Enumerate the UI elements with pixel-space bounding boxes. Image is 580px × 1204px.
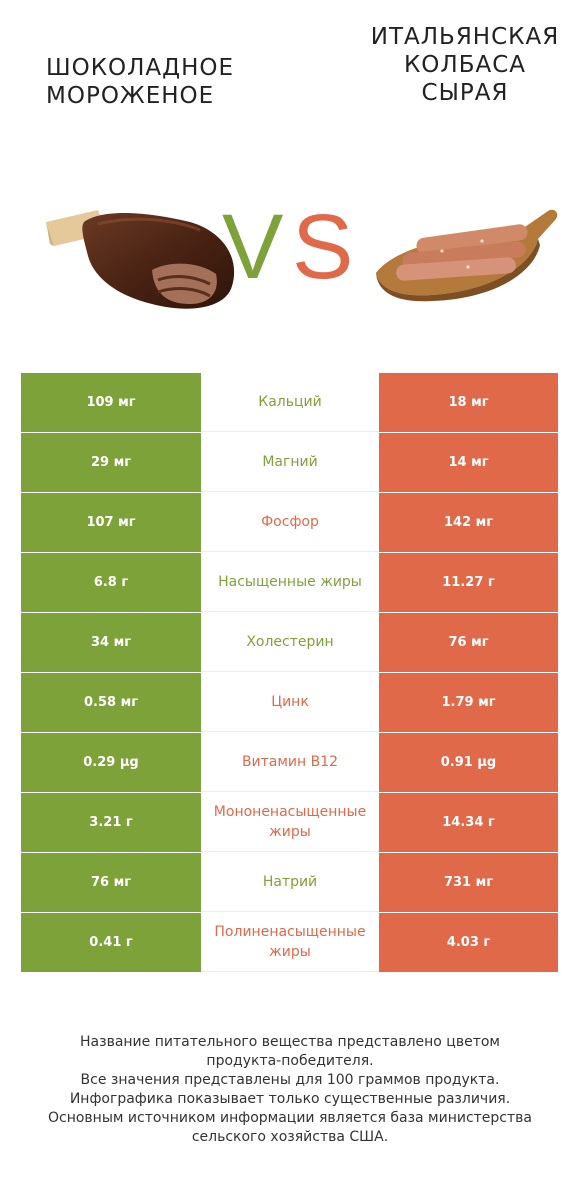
- left-value-cell: 109 мг: [21, 373, 201, 432]
- comparison-table: 109 мг Кальций 18 мг 29 мг Магний 14 мг 107 мг…: [21, 373, 558, 973]
- left-value-cell: 0.58 мг: [21, 673, 201, 732]
- footer-line: сельского хозяйства США.: [191, 1129, 389, 1145]
- table-row: 6.8 г Насыщенные жиры 11.27 г: [21, 553, 558, 613]
- nutrient-label-cell: Холестерин: [201, 613, 379, 672]
- right-value-cell: 142 мг: [379, 493, 558, 552]
- vs-letter-s: S: [292, 196, 353, 292]
- table-row: 0.29 µg Витамин B12 0.91 µg: [21, 733, 558, 793]
- nutrient-label-cell: Витамин B12: [201, 733, 379, 792]
- table-row: 107 мг Фосфор 142 мг: [21, 493, 558, 553]
- vs-letter-v: V: [222, 196, 283, 292]
- left-value-cell: 6.8 г: [21, 553, 201, 612]
- right-value-cell: 14.34 г: [379, 793, 558, 852]
- left-value-cell: 107 мг: [21, 493, 201, 552]
- left-value-cell: 0.41 г: [21, 913, 201, 972]
- nutrient-label-cell: Фосфор: [201, 493, 379, 552]
- right-value-cell: 76 мг: [379, 613, 558, 672]
- nutrient-label: Натрий: [262, 874, 318, 890]
- right-value-cell: 731 мг: [379, 853, 558, 912]
- nutrient-label: Полиненасыщенные жиры: [214, 924, 366, 960]
- nutrient-label: Магний: [262, 454, 318, 470]
- nutrient-label: Витамин B12: [241, 754, 339, 770]
- italian-sausage-image: [376, 209, 558, 302]
- nutrient-label: Мононенасыщенные жиры: [213, 804, 367, 840]
- left-value-cell: 0.29 µg: [21, 733, 201, 792]
- left-value-cell: 29 мг: [21, 433, 201, 492]
- nutrient-label-cell: Натрий: [201, 853, 379, 912]
- right-value-cell: 18 мг: [379, 373, 558, 432]
- nutrient-label: Фосфор: [261, 514, 319, 530]
- chocolate-ice-cream-image: [46, 210, 235, 309]
- table-row: 76 мг Натрий 731 мг: [21, 853, 558, 913]
- table-row: 0.58 мг Цинк 1.79 мг: [21, 673, 558, 733]
- vs-badge: V S: [222, 196, 353, 292]
- product-title-left: ШОКОЛАДНОЕ МОРОЖЕНОЕ: [46, 55, 235, 109]
- right-value-cell: 1.79 мг: [379, 673, 558, 732]
- right-value-cell: 4.03 г: [379, 913, 558, 972]
- nutrient-label-cell: Магний: [201, 433, 379, 492]
- table-row: 109 мг Кальций 18 мг: [21, 373, 558, 433]
- right-value-cell: 11.27 г: [379, 553, 558, 612]
- footer-notes: Название питательного вещества представл…: [20, 1033, 560, 1147]
- table-row: 3.21 г Мононенасыщенные жиры 14.34 г: [21, 793, 558, 853]
- nutrient-label-cell: Мононенасыщенные жиры: [201, 793, 379, 852]
- left-value-cell: 3.21 г: [21, 793, 201, 852]
- left-value-cell: 76 мг: [21, 853, 201, 912]
- nutrient-label: Насыщенные жиры: [218, 574, 362, 590]
- nutrient-label-cell: Цинк: [201, 673, 379, 732]
- table-row: 0.41 г Полиненасыщенные жиры 4.03 г: [21, 913, 558, 973]
- left-value-cell: 34 мг: [21, 613, 201, 672]
- nutrient-label: Цинк: [271, 694, 309, 710]
- footer-line: Название питательного вещества представл…: [80, 1034, 500, 1050]
- right-value-cell: 0.91 µg: [379, 733, 558, 792]
- footer-line: продукта-победителя.: [206, 1053, 374, 1069]
- nutrient-label-cell: Насыщенные жиры: [201, 553, 379, 612]
- footer-line: Все значения представлены для 100 граммо…: [80, 1072, 500, 1088]
- table-row: 29 мг Магний 14 мг: [21, 433, 558, 493]
- footer-line: Основным источником информации является …: [48, 1110, 532, 1126]
- table-row: 34 мг Холестерин 76 мг: [21, 613, 558, 673]
- right-value-cell: 14 мг: [379, 433, 558, 492]
- product-title-right: ИТАЛЬЯНСКАЯ КОЛБАСА СЫРАЯ: [370, 24, 560, 106]
- footer-line: Инфографика показывает только существенн…: [69, 1091, 511, 1107]
- nutrient-label: Холестерин: [246, 634, 334, 650]
- nutrient-label-cell: Кальций: [201, 373, 379, 432]
- nutrient-label: Кальций: [258, 394, 322, 410]
- nutrient-label-cell: Полиненасыщенные жиры: [201, 913, 379, 972]
